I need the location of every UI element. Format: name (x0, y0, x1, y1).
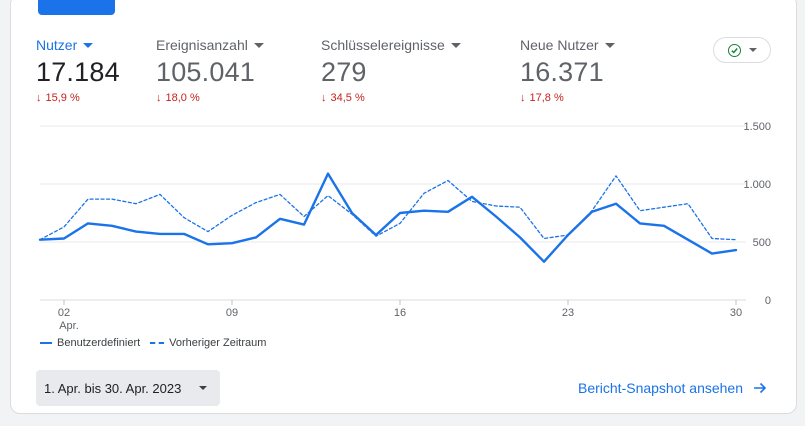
y-tick-label: 1.500 (743, 121, 771, 133)
metric-users-change-text: 15,9 % (45, 92, 80, 104)
check-circle-icon (727, 43, 741, 57)
metric-event-count-label[interactable]: Ereignisanzahl (156, 37, 264, 53)
metric-event-count[interactable]: Ereignisanzahl 105.041 ↓ 18,0 % (156, 37, 264, 104)
view-report-snapshot-label: Bericht-Snapshot ansehen (578, 380, 743, 396)
active-metric-indicator (38, 0, 115, 15)
metric-event-count-label-text: Ereignisanzahl (156, 37, 248, 53)
view-report-snapshot-link[interactable]: Bericht-Snapshot ansehen (578, 380, 767, 396)
caret-down-icon (253, 42, 264, 48)
y-tick-label: 1.000 (743, 179, 771, 191)
metric-new-users-value: 16.371 (520, 57, 604, 87)
arrow-right-icon (754, 382, 767, 394)
legend-item-current: Benutzerdefiniert (40, 337, 140, 349)
x-tick-label: 09 (226, 307, 238, 319)
metric-event-count-value: 105.041 (156, 57, 255, 87)
y-tick-label: 500 (753, 237, 771, 249)
metric-event-count-change-text: 18,0 % (165, 92, 200, 104)
arrow-down-icon: ↓ (156, 92, 162, 104)
date-range-button[interactable]: 1. Apr. bis 30. Apr. 2023 (36, 370, 220, 406)
date-range-label: 1. Apr. bis 30. Apr. 2023 (44, 380, 182, 396)
legend-label-previous: Vorheriger Zeitraum (169, 337, 267, 349)
metric-key-events-label[interactable]: Schlüsselereignisse (321, 37, 461, 53)
legend-label-current: Benutzerdefiniert (57, 337, 141, 349)
series-line-current (38, 172, 738, 263)
metric-users-label-text: Nutzer (36, 37, 78, 53)
metric-new-users-change-text: 17,8 % (529, 92, 564, 104)
arrow-down-icon: ↓ (520, 92, 526, 104)
metric-users-label[interactable]: Nutzer (36, 37, 120, 53)
caret-down-icon (604, 42, 615, 48)
metric-event-count-change: ↓ 18,0 % (156, 92, 264, 104)
metric-key-events-change-text: 34,5 % (330, 92, 365, 104)
x-tick-sublabel: Apr. (59, 320, 79, 332)
caret-down-icon (199, 386, 208, 390)
y-tick-label: 0 (765, 295, 771, 307)
metric-key-events-value: 279 (321, 57, 367, 87)
report-card: Nutzer 17.184 ↓ 15,9 % Ereignisanzahl 10… (10, 0, 797, 414)
caret-down-icon (748, 48, 757, 52)
metric-users-value: 17.184 (36, 57, 120, 87)
legend-dashed-swatch (150, 342, 165, 344)
metric-users[interactable]: Nutzer 17.184 ↓ 15,9 % (36, 37, 120, 104)
x-tick-label: 23 (562, 307, 574, 319)
arrow-down-icon: ↓ (321, 92, 327, 104)
insights-status-button[interactable] (713, 37, 771, 63)
x-tick-label: 30 (730, 307, 742, 319)
metric-new-users[interactable]: Neue Nutzer 16.371 ↓ 17,8 % (520, 37, 615, 104)
metric-key-events[interactable]: Schlüsselereignisse 279 ↓ 34,5 % (321, 37, 461, 104)
legend-solid-swatch (40, 342, 52, 344)
metric-new-users-change: ↓ 17,8 % (520, 92, 615, 104)
x-tick-label: 16 (394, 307, 406, 319)
metric-key-events-change: ↓ 34,5 % (321, 92, 461, 104)
metric-new-users-label[interactable]: Neue Nutzer (520, 37, 615, 53)
metric-users-change: ↓ 15,9 % (36, 92, 120, 104)
legend-item-previous: Vorheriger Zeitraum (150, 337, 266, 349)
metric-key-events-label-text: Schlüsselereignisse (321, 37, 445, 53)
x-tick-label: 02 (58, 307, 70, 319)
caret-down-icon (450, 42, 461, 48)
arrow-down-icon: ↓ (36, 92, 42, 104)
caret-down-icon (83, 42, 94, 48)
chart-legend: Benutzerdefiniert Vorheriger Zeitraum (40, 337, 266, 349)
metric-new-users-label-text: Neue Nutzer (520, 37, 599, 53)
series-line-previous (39, 175, 737, 241)
